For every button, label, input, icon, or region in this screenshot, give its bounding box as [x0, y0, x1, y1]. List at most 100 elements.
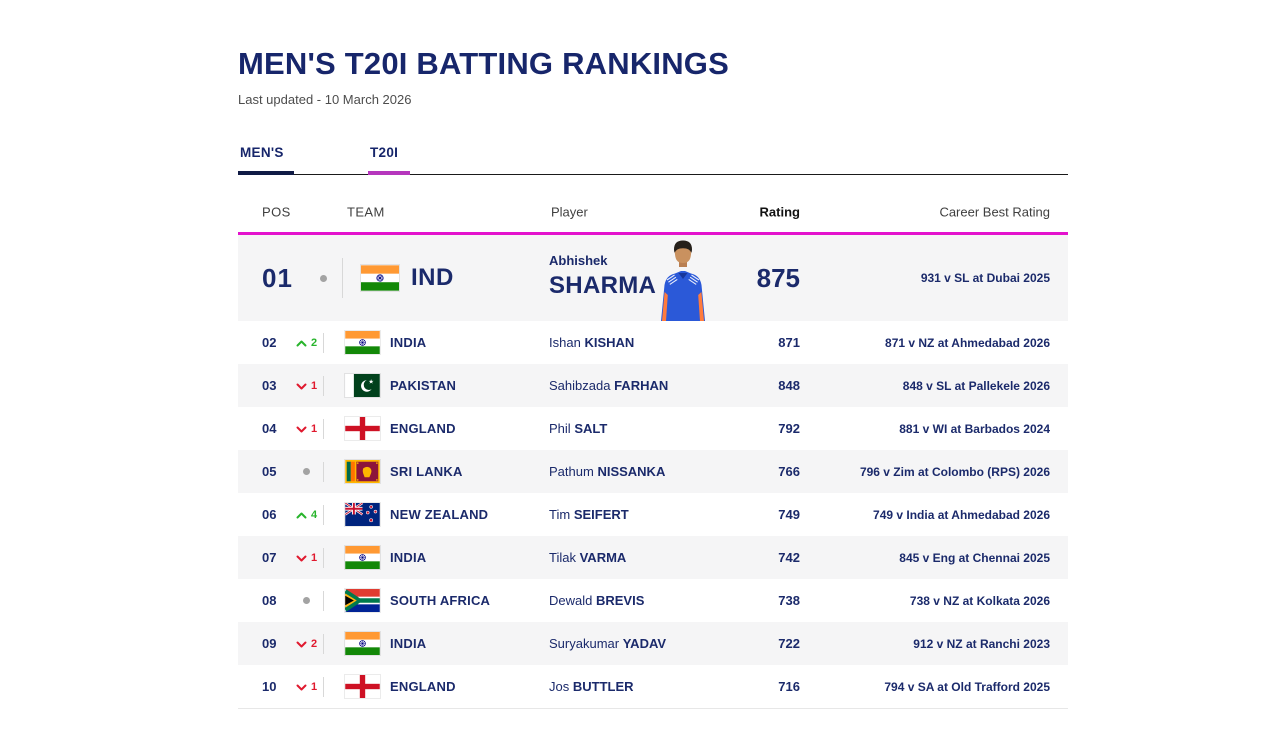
player-last-name: FARHAN — [614, 378, 669, 393]
india-flag — [345, 546, 380, 569]
player-name: Abhishek SHARMA — [549, 253, 656, 300]
movement-indicator — [290, 468, 323, 475]
team-name: INDIA — [390, 636, 427, 651]
position: 07 — [262, 550, 277, 565]
chevron-down-icon — [296, 377, 307, 395]
ranking-row-03[interactable]: 03 1 PAKISTAN Sahibzada FARHAN 848 848 v SL a… — [238, 364, 1068, 407]
chevron-up-icon — [296, 334, 307, 352]
player-first-name: Dewald — [549, 593, 593, 608]
team-name: SOUTH AFRICA — [390, 593, 491, 608]
chevron-down-icon — [296, 635, 307, 653]
divider — [323, 332, 324, 353]
steady-dot-icon — [308, 274, 338, 282]
movement-indicator: 4 — [290, 506, 323, 524]
tab-t20i[interactable]: T20I — [368, 145, 410, 175]
ranking-row-05[interactable]: 05 SRI LANKA Pathum NISSANKA 766 796 v Zim a… — [238, 450, 1068, 493]
rating: 766 — [778, 464, 800, 479]
ranking-row-10[interactable]: 10 1 ENGLAND Jos BUTTLER 716 794 v SA at Old … — [238, 665, 1068, 708]
movement-indicator: 1 — [290, 678, 323, 696]
player-first-name: Ishan — [549, 335, 581, 350]
divider — [323, 590, 324, 611]
player-last-name: VARMA — [579, 550, 627, 565]
ranking-row-featured[interactable]: 01 IND Abhishek SHARMA 875 — [238, 235, 1068, 321]
position: 10 — [262, 679, 277, 694]
position: 02 — [262, 335, 277, 350]
ranking-row-08[interactable]: 08 SOUTH AFRICA Dewald BREVIS 738 738 v NZ a… — [238, 579, 1068, 622]
tab-mens-label: MEN'S — [240, 145, 284, 160]
ranking-row-07[interactable]: 07 1 INDIA Tilak VARMA 742 845 v Eng at Chenn… — [238, 536, 1068, 579]
divider — [323, 676, 324, 697]
chevron-down-icon — [296, 678, 307, 696]
player-first-name: Abhishek — [549, 253, 608, 268]
player-first-name: Tilak — [549, 550, 576, 565]
player-name: Jos BUTTLER — [549, 679, 634, 694]
new-zealand-flag — [345, 503, 380, 526]
chevron-up-icon — [296, 506, 307, 524]
table-bottom-rule — [238, 708, 1068, 709]
table-header: POS TEAM Player Rating Career Best Ratin… — [238, 192, 1068, 232]
player-name: Tilak VARMA — [549, 550, 626, 565]
steady-dot-icon — [303, 468, 310, 475]
india-flag — [345, 331, 380, 354]
england-flag — [345, 417, 380, 440]
team-name: SRI LANKA — [390, 464, 463, 479]
career-best-rating: 931 v SL at Dubai 2025 — [920, 271, 1050, 285]
ranking-row-04[interactable]: 04 1 ENGLAND Phil SALT 792 881 v WI at Barbad… — [238, 407, 1068, 450]
team-name: INDIA — [390, 335, 427, 350]
ranking-row-02[interactable]: 02 2 INDIA Ishan KISHAN 871 871 v NZ at Ahmed… — [238, 321, 1068, 364]
player-name: Phil SALT — [549, 421, 607, 436]
player-first-name: Pathum — [549, 464, 594, 479]
career-best-rating: 794 v SA at Old Trafford 2025 — [884, 679, 1050, 694]
rating: 848 — [778, 378, 800, 393]
page-title: MEN'S T20I BATTING RANKINGS — [238, 46, 730, 81]
movement-indicator: 1 — [290, 549, 323, 567]
header-accent-rule — [238, 232, 1068, 235]
rating: 722 — [778, 636, 800, 651]
movement-value: 1 — [310, 422, 318, 435]
career-best-rating: 738 v NZ at Kolkata 2026 — [909, 593, 1050, 608]
sri-lanka-flag — [345, 460, 380, 483]
ranking-row-09[interactable]: 09 2 INDIA Suryakumar YADAV 722 912 v NZ at R… — [238, 622, 1068, 665]
team-name: PAKISTAN — [390, 378, 457, 393]
column-header-career-best: Career Best Rating — [939, 204, 1050, 220]
player-last-name: NISSANKA — [597, 464, 666, 479]
movement-value: 2 — [310, 336, 318, 349]
divider — [323, 461, 324, 482]
abhishek-sharma-photo — [655, 239, 711, 321]
movement-value: 4 — [310, 508, 318, 521]
ranking-row-06[interactable]: 06 4 NEW ZEALAND Tim SEIFERT 749 749 v India … — [238, 493, 1068, 536]
player-last-name: SALT — [574, 421, 608, 436]
tab-t20i-label: T20I — [370, 145, 399, 160]
career-best-rating: 848 v SL at Pallekele 2026 — [902, 378, 1050, 393]
team-name: INDIA — [390, 550, 427, 565]
divider — [342, 258, 343, 298]
chevron-down-icon — [296, 549, 307, 567]
filter-tabs: MEN'S T20I — [238, 145, 1068, 175]
player-first-name: Sahibzada — [549, 378, 611, 393]
column-header-pos: POS — [262, 204, 291, 220]
tab-mens[interactable]: MEN'S — [238, 145, 294, 175]
player-first-name: Jos — [549, 679, 570, 694]
player-first-name: Phil — [549, 421, 571, 436]
position: 04 — [262, 421, 277, 436]
career-best-rating: 845 v Eng at Chennai 2025 — [899, 550, 1050, 565]
chevron-down-icon — [296, 420, 307, 438]
rating: 742 — [778, 550, 800, 565]
rating: 792 — [778, 421, 800, 436]
divider — [323, 375, 324, 396]
divider — [323, 547, 324, 568]
movement-value: 1 — [310, 680, 318, 693]
rating: 716 — [778, 679, 800, 694]
player-name: Ishan KISHAN — [549, 335, 634, 350]
divider — [323, 633, 324, 654]
rankings-page: MEN'S T20I BATTING RANKINGS Last updated… — [238, 0, 1068, 709]
movement-indicator: 2 — [290, 334, 323, 352]
england-flag — [345, 675, 380, 698]
player-first-name: Tim — [549, 507, 571, 522]
player-last-name: BUTTLER — [572, 679, 634, 694]
position: 03 — [262, 378, 277, 393]
movement-value: 2 — [310, 637, 318, 650]
rating: 738 — [778, 593, 800, 608]
player-last-name: YADAV — [622, 636, 667, 651]
movement-indicator — [290, 597, 323, 604]
